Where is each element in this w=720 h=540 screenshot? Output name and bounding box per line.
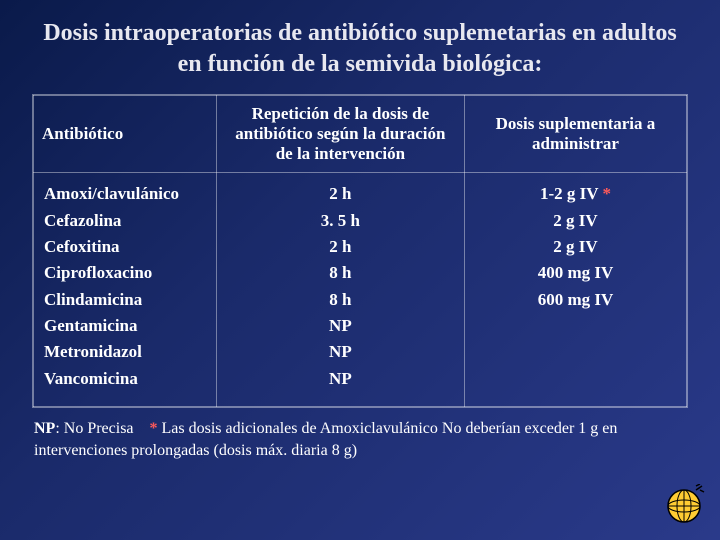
- title-text: Dosis intraoperatorias de antibiótico su…: [43, 20, 676, 77]
- dose-value: [475, 313, 676, 339]
- dose-value: [475, 339, 676, 365]
- dose-value: 2 g IV: [475, 234, 676, 260]
- globe-icon: [662, 484, 706, 528]
- dose-cell: 1-2 g IV *2 g IV2 g IV400 mg IV600 mg IV: [464, 173, 686, 407]
- dose-value: 1-2 g IV *: [475, 181, 676, 207]
- header-supplementary: Dosis suplementaria a administrar: [464, 96, 686, 173]
- slide-title: Dosis intraoperatorias de antibiótico su…: [0, 0, 720, 94]
- antibiotic-name: Cefazolina: [44, 208, 206, 234]
- antibiotic-names-cell: Amoxi/clavulánicoCefazolinaCefoxitinaCip…: [34, 173, 217, 407]
- dose-value: 2 g IV: [475, 208, 676, 234]
- repetition-value: 8 h: [227, 260, 454, 286]
- repetition-value: 8 h: [227, 287, 454, 313]
- header-antibiotic: Antibiótico: [34, 96, 217, 173]
- antibiotic-name: Cefoxitina: [44, 234, 206, 260]
- dose-value: 400 mg IV: [475, 260, 676, 286]
- antibiotic-name: Metronidazol: [44, 339, 206, 365]
- footnote-asterisk: *: [150, 420, 158, 437]
- table-header-row: Antibiótico Repetición de la dosis de an…: [34, 96, 687, 173]
- repetition-value: 2 h: [227, 181, 454, 207]
- footnote: NP: No Precisa * Las dosis adicionales d…: [0, 408, 720, 461]
- footnote-np-label: NP: [34, 420, 55, 437]
- antibiotic-table: Antibiótico Repetición de la dosis de an…: [32, 94, 688, 408]
- repetition-value: NP: [227, 366, 454, 392]
- repetition-value: NP: [227, 313, 454, 339]
- repetition-value: 2 h: [227, 234, 454, 260]
- dose-value: 600 mg IV: [475, 287, 676, 313]
- dose-asterisk: *: [598, 184, 611, 203]
- table-body-row: Amoxi/clavulánicoCefazolinaCefoxitinaCip…: [34, 173, 687, 407]
- header-repetition: Repetición de la dosis de antibiótico se…: [216, 96, 464, 173]
- dose-value: [475, 366, 676, 392]
- antibiotic-name: Gentamicina: [44, 313, 206, 339]
- repetition-value: 3. 5 h: [227, 208, 454, 234]
- dosage-table: Antibiótico Repetición de la dosis de an…: [33, 95, 687, 407]
- antibiotic-name: Clindamicina: [44, 287, 206, 313]
- footnote-np-text: : No Precisa: [55, 420, 133, 437]
- antibiotic-name: Amoxi/clavulánico: [44, 181, 206, 207]
- repetition-value: NP: [227, 339, 454, 365]
- antibiotic-name: Vancomicina: [44, 366, 206, 392]
- antibiotic-name: Ciprofloxacino: [44, 260, 206, 286]
- repetition-cell: 2 h3. 5 h2 h8 h8 hNPNPNP: [216, 173, 464, 407]
